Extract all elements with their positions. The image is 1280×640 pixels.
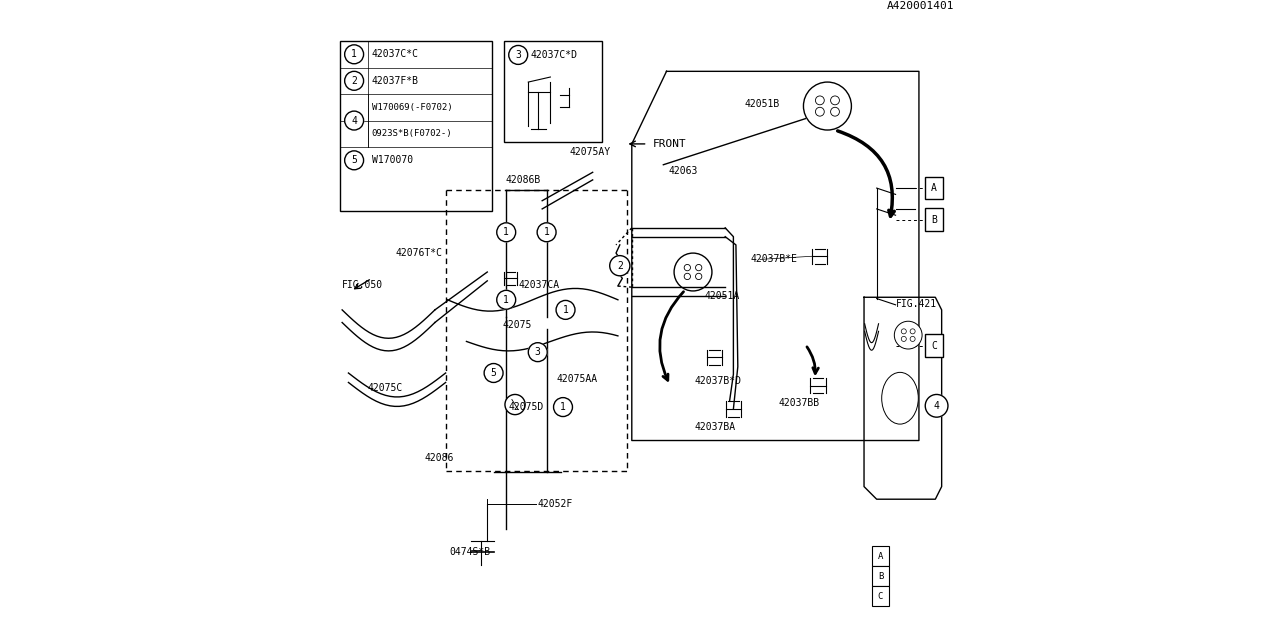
Bar (925, 177, 943, 200)
Text: 5: 5 (490, 368, 497, 378)
Circle shape (910, 329, 915, 334)
Text: 42086B: 42086B (506, 175, 541, 185)
Circle shape (895, 321, 922, 349)
Text: B: B (878, 572, 883, 580)
Circle shape (344, 111, 364, 130)
Circle shape (504, 394, 525, 415)
Circle shape (685, 273, 690, 280)
Text: 1: 1 (351, 49, 357, 60)
Text: 3: 3 (535, 347, 540, 357)
Circle shape (695, 264, 701, 271)
Text: 0923S*B(F0702-): 0923S*B(F0702-) (371, 129, 452, 138)
Circle shape (831, 96, 840, 105)
Circle shape (804, 82, 851, 130)
Text: 42075D: 42075D (508, 402, 544, 412)
Circle shape (556, 300, 575, 319)
Text: 42063: 42063 (668, 166, 698, 176)
Bar (925, 335, 943, 357)
Text: C: C (931, 341, 937, 351)
Circle shape (609, 255, 630, 276)
Circle shape (925, 394, 948, 417)
Circle shape (484, 364, 503, 383)
Text: 1: 1 (544, 227, 549, 237)
Circle shape (497, 223, 516, 242)
Text: 42075C: 42075C (367, 383, 403, 393)
Text: A420001401: A420001401 (887, 1, 955, 12)
Circle shape (910, 337, 915, 341)
Text: 42037B*E: 42037B*E (750, 254, 797, 264)
Text: 3: 3 (516, 50, 521, 60)
Bar (872, 586, 888, 607)
Circle shape (815, 96, 824, 105)
Text: 42076T*C: 42076T*C (396, 248, 442, 258)
Text: FIG.050: FIG.050 (342, 280, 383, 290)
Text: FIG.421: FIG.421 (896, 299, 937, 308)
Text: 1: 1 (561, 402, 566, 412)
Text: 42086: 42086 (424, 452, 453, 463)
Text: 42037CA: 42037CA (518, 280, 559, 290)
Text: 42075AY: 42075AY (570, 147, 611, 157)
Text: 0474S*B: 0474S*B (449, 547, 490, 557)
Text: 1: 1 (563, 305, 568, 315)
Text: 42052F: 42052F (538, 499, 573, 509)
Bar (504, 41, 602, 142)
Text: 5: 5 (351, 156, 357, 165)
Text: 1: 1 (503, 227, 509, 237)
Circle shape (529, 342, 548, 362)
Circle shape (901, 337, 906, 341)
Text: 42037BB: 42037BB (778, 398, 820, 408)
Circle shape (344, 71, 364, 90)
Bar (925, 208, 943, 231)
Text: A: A (878, 552, 883, 561)
Ellipse shape (882, 372, 918, 424)
Text: W170069(-F0702): W170069(-F0702) (371, 103, 452, 112)
Text: B: B (931, 214, 937, 225)
Circle shape (831, 108, 840, 116)
Text: 42075: 42075 (503, 320, 531, 330)
Text: 42037C*C: 42037C*C (371, 49, 419, 60)
Text: 42037BA: 42037BA (694, 422, 736, 431)
Text: 4: 4 (933, 401, 940, 411)
Text: 42051A: 42051A (704, 291, 740, 301)
Text: 42051B: 42051B (745, 99, 780, 109)
Text: W170070: W170070 (371, 156, 413, 165)
Text: 42037B*D: 42037B*D (694, 376, 741, 386)
Circle shape (685, 264, 690, 271)
Text: FRONT: FRONT (653, 139, 686, 149)
Circle shape (344, 151, 364, 170)
Text: 2: 2 (351, 76, 357, 86)
Bar (872, 546, 888, 566)
Text: 42037C*D: 42037C*D (531, 50, 577, 60)
Circle shape (497, 291, 516, 309)
Text: 2: 2 (617, 260, 623, 271)
Bar (872, 566, 888, 586)
Text: 4: 4 (351, 116, 357, 125)
Circle shape (538, 223, 556, 242)
Circle shape (344, 45, 364, 64)
Circle shape (815, 108, 824, 116)
Text: 42037F*B: 42037F*B (371, 76, 419, 86)
Circle shape (675, 253, 712, 291)
Text: 1: 1 (503, 295, 509, 305)
Circle shape (901, 329, 906, 334)
Text: C: C (878, 592, 883, 601)
Text: A: A (931, 183, 937, 193)
Circle shape (695, 273, 701, 280)
Bar (340, 41, 492, 211)
Circle shape (508, 45, 527, 65)
Circle shape (553, 397, 572, 417)
Text: 42075AA: 42075AA (557, 374, 598, 384)
